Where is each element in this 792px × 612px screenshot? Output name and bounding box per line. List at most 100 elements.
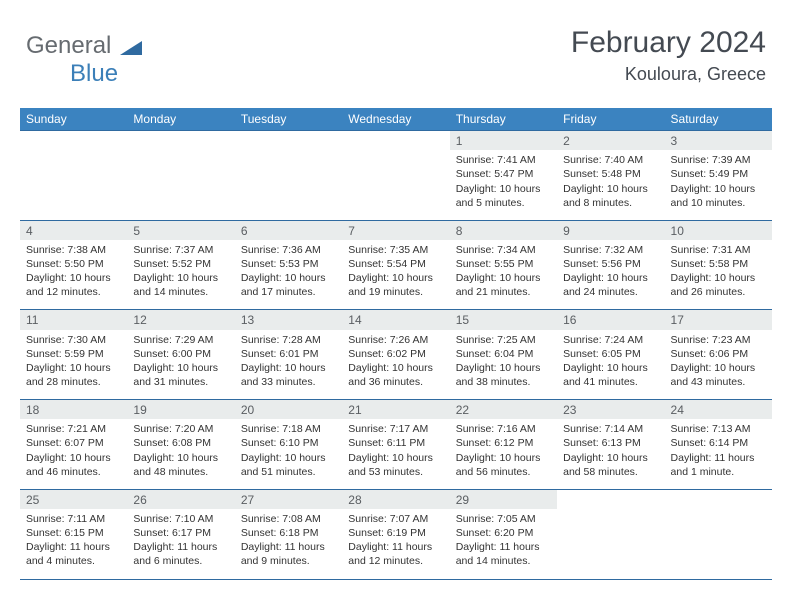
daylight-line: Daylight: 10 hours and 51 minutes. xyxy=(241,451,336,479)
logo-text-1: General xyxy=(26,32,111,59)
sunset-line: Sunset: 6:05 PM xyxy=(563,347,658,361)
month-title: February 2024 xyxy=(571,26,766,60)
sunset-line: Sunset: 6:20 PM xyxy=(456,526,551,540)
day-cell: Sunrise: 7:05 AMSunset: 6:20 PMDaylight:… xyxy=(450,509,557,579)
sunset-line: Sunset: 6:15 PM xyxy=(26,526,121,540)
content-row: Sunrise: 7:38 AMSunset: 5:50 PM Daylight:… xyxy=(20,240,772,310)
col-wednesday: Wednesday xyxy=(342,108,449,131)
sunset-line: Sunset: 6:10 PM xyxy=(241,436,336,450)
sunrise-line: Sunrise: 7:08 AM xyxy=(241,512,336,526)
content-row: Sunrise: 7:21 AMSunset: 6:07 PM Daylight:… xyxy=(20,419,772,489)
weekday-header-row: Sunday Monday Tuesday Wednesday Thursday… xyxy=(20,108,772,131)
day-number: 26 xyxy=(127,489,234,509)
daylight-line: Daylight: 10 hours and 53 minutes. xyxy=(348,451,443,479)
day-number: 5 xyxy=(127,220,234,240)
day-number: 14 xyxy=(342,310,449,330)
sunrise-line: Sunrise: 7:31 AM xyxy=(671,243,766,257)
day-number: 16 xyxy=(557,310,664,330)
day-number: 4 xyxy=(20,220,127,240)
day-cell: Sunrise: 7:25 AMSunset: 6:04 PMDaylight:… xyxy=(450,330,557,400)
daylight-line: Daylight: 11 hours and 12 minutes. xyxy=(348,540,443,568)
sunrise-line: Sunrise: 7:05 AM xyxy=(456,512,551,526)
empty-daynum xyxy=(557,489,664,509)
daynum-row: 2526272829 xyxy=(20,489,772,509)
sunrise-line: Sunrise: 7:30 AM xyxy=(26,333,121,347)
day-number: 22 xyxy=(450,400,557,420)
sunset-line: Sunset: 6:06 PM xyxy=(671,347,766,361)
sunset-line: Sunset: 6:12 PM xyxy=(456,436,551,450)
sunrise-line: Sunrise: 7:29 AM xyxy=(133,333,228,347)
sunset-line: Sunset: 6:14 PM xyxy=(671,436,766,450)
sunrise-line: Sunrise: 7:41 AM xyxy=(456,153,551,167)
day-number: 23 xyxy=(557,400,664,420)
day-cell: Sunrise: 7:20 AMSunset: 6:08 PMDaylight:… xyxy=(127,419,234,489)
day-number: 2 xyxy=(557,131,664,151)
daylight-line: Daylight: 10 hours and 10 minutes. xyxy=(671,182,766,210)
daylight-line: Daylight: 10 hours and 31 minutes. xyxy=(133,361,228,389)
empty-cell xyxy=(342,150,449,220)
sunset-line: Sunset: 6:08 PM xyxy=(133,436,228,450)
day-cell: Sunrise: 7:35 AMSunset: 5:54 PMDaylight:… xyxy=(342,240,449,310)
day-cell: Sunrise: 7:11 AMSunset: 6:15 PMDaylight:… xyxy=(20,509,127,579)
day-number: 25 xyxy=(20,489,127,509)
day-number: 18 xyxy=(20,400,127,420)
daylight-line: Daylight: 10 hours and 58 minutes. xyxy=(563,451,658,479)
sunset-line: Sunset: 5:48 PM xyxy=(563,167,658,181)
day-cell: Sunrise: 7:13 AMSunset: 6:14 PMDaylight:… xyxy=(665,419,772,489)
sunrise-line: Sunrise: 7:21 AM xyxy=(26,422,121,436)
sunset-line: Sunset: 5:54 PM xyxy=(348,257,443,271)
day-number: 9 xyxy=(557,220,664,240)
daylight-line: Daylight: 11 hours and 4 minutes. xyxy=(26,540,121,568)
sunset-line: Sunset: 5:58 PM xyxy=(671,257,766,271)
sunrise-line: Sunrise: 7:34 AM xyxy=(456,243,551,257)
daylight-line: Daylight: 10 hours and 21 minutes. xyxy=(456,271,551,299)
empty-daynum xyxy=(665,489,772,509)
day-cell: Sunrise: 7:28 AMSunset: 6:01 PMDaylight:… xyxy=(235,330,342,400)
sunset-line: Sunset: 5:56 PM xyxy=(563,257,658,271)
location: Kouloura, Greece xyxy=(571,64,766,85)
final-border-cell xyxy=(127,579,234,580)
final-border-row xyxy=(20,579,772,580)
sunrise-line: Sunrise: 7:38 AM xyxy=(26,243,121,257)
day-number: 11 xyxy=(20,310,127,330)
day-number: 27 xyxy=(235,489,342,509)
day-number: 29 xyxy=(450,489,557,509)
content-row: Sunrise: 7:41 AMSunset: 5:47 PMDaylight:… xyxy=(20,150,772,220)
daylight-line: Daylight: 11 hours and 6 minutes. xyxy=(133,540,228,568)
day-cell: Sunrise: 7:39 AMSunset: 5:49 PMDaylight:… xyxy=(665,150,772,220)
sunset-line: Sunset: 6:01 PM xyxy=(241,347,336,361)
sunset-line: Sunset: 5:49 PM xyxy=(671,167,766,181)
empty-daynum xyxy=(235,131,342,151)
daylight-line: Daylight: 10 hours and 48 minutes. xyxy=(133,451,228,479)
day-cell: Sunrise: 7:10 AMSunset: 6:17 PMDaylight:… xyxy=(127,509,234,579)
col-friday: Friday xyxy=(557,108,664,131)
daylight-line: Daylight: 11 hours and 9 minutes. xyxy=(241,540,336,568)
sunset-line: Sunset: 5:50 PM xyxy=(26,257,121,271)
calendar-table: Sunday Monday Tuesday Wednesday Thursday… xyxy=(20,108,772,580)
sunset-line: Sunset: 5:52 PM xyxy=(133,257,228,271)
daylight-line: Daylight: 10 hours and 5 minutes. xyxy=(456,182,551,210)
sunrise-line: Sunrise: 7:37 AM xyxy=(133,243,228,257)
daylight-line: Daylight: 10 hours and 36 minutes. xyxy=(348,361,443,389)
empty-cell xyxy=(127,150,234,220)
logo-text-2: Blue xyxy=(70,60,118,87)
daynum-row: 11121314151617 xyxy=(20,310,772,330)
sunrise-line: Sunrise: 7:26 AM xyxy=(348,333,443,347)
daylight-line: Daylight: 10 hours and 38 minutes. xyxy=(456,361,551,389)
day-cell: Sunrise: 7:37 AMSunset: 5:52 PMDaylight:… xyxy=(127,240,234,310)
final-border-cell xyxy=(235,579,342,580)
sunrise-line: Sunrise: 7:07 AM xyxy=(348,512,443,526)
sunset-line: Sunset: 6:07 PM xyxy=(26,436,121,450)
day-number: 24 xyxy=(665,400,772,420)
sunset-line: Sunset: 5:53 PM xyxy=(241,257,336,271)
final-border-cell xyxy=(665,579,772,580)
col-saturday: Saturday xyxy=(665,108,772,131)
daylight-line: Daylight: 10 hours and 26 minutes. xyxy=(671,271,766,299)
sunrise-line: Sunrise: 7:10 AM xyxy=(133,512,228,526)
sunrise-line: Sunrise: 7:18 AM xyxy=(241,422,336,436)
daylight-line: Daylight: 10 hours and 43 minutes. xyxy=(671,361,766,389)
content-row: Sunrise: 7:30 AMSunset: 5:59 PMDaylight:… xyxy=(20,330,772,400)
empty-daynum xyxy=(20,131,127,151)
day-number: 13 xyxy=(235,310,342,330)
empty-cell xyxy=(557,509,664,579)
